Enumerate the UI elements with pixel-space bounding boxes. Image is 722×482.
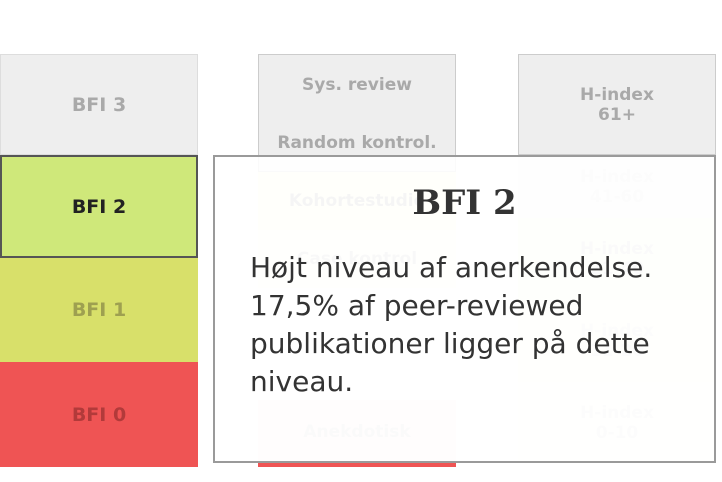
red-strip (258, 463, 456, 467)
bfi-level[interactable]: BFI 0 (0, 362, 198, 467)
bfi-level[interactable]: BFI 2 (0, 155, 198, 258)
h-index[interactable]: H-index 61+ (518, 54, 716, 155)
info-popup: BFI 2 Højt niveau af anerkendelse. 17,5%… (213, 155, 716, 463)
study-type[interactable]: Sys. review (258, 54, 456, 114)
bfi-level[interactable]: BFI 1 (0, 258, 198, 362)
popup-text: Højt niveau af anerkendelse. 17,5% af pe… (250, 251, 653, 398)
bfi-level[interactable]: BFI 3 (0, 54, 198, 155)
popup-title: BFI 2 (412, 183, 517, 223)
